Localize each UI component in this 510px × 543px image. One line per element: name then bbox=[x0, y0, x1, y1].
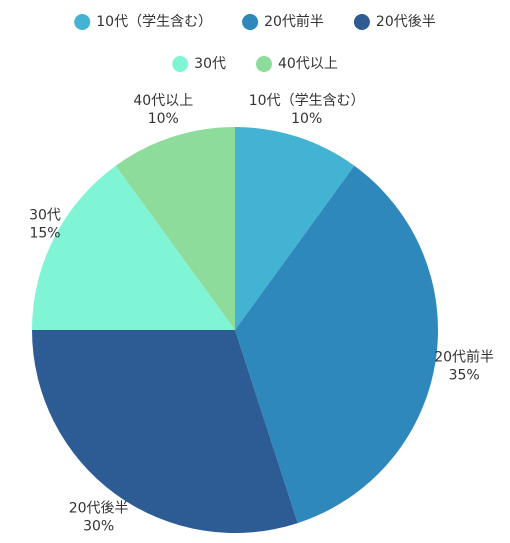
pie-slice bbox=[32, 165, 235, 330]
slice-label: 10代（学生含む） bbox=[249, 93, 365, 109]
slice-value: 10% bbox=[291, 111, 322, 127]
legend-swatch bbox=[242, 14, 259, 30]
pie-slice bbox=[235, 127, 355, 330]
legend-label: 20代前半 bbox=[264, 13, 324, 30]
slice-value: 15% bbox=[29, 226, 60, 242]
legend-row: 30代 40代以上 bbox=[172, 56, 338, 72]
legend-swatch bbox=[256, 56, 272, 72]
pie-slice bbox=[32, 330, 298, 533]
legend-swatch bbox=[172, 56, 189, 72]
pie-slice bbox=[115, 127, 235, 330]
slice-label: 20代後半 bbox=[69, 501, 129, 517]
legend-row: 10代（学生含む） 20代前半 20代後半 bbox=[74, 13, 436, 30]
legend-swatch bbox=[74, 14, 91, 30]
legend-label: 40代以上 bbox=[278, 56, 338, 72]
pie-slice bbox=[235, 165, 438, 524]
legend-label: 30代 bbox=[194, 56, 226, 72]
slice-value: 10% bbox=[148, 111, 179, 127]
slice-label: 20代前半 bbox=[434, 348, 494, 365]
legend-swatch bbox=[353, 14, 370, 30]
legend-label: 10代（学生含む） bbox=[96, 14, 212, 30]
legend-label: 20代後半 bbox=[376, 14, 436, 30]
slice-label: 40代以上 bbox=[133, 93, 193, 109]
slice-value: 35% bbox=[449, 367, 480, 383]
slice-label: 30代 bbox=[29, 208, 61, 224]
slice-value: 30% bbox=[83, 519, 114, 535]
